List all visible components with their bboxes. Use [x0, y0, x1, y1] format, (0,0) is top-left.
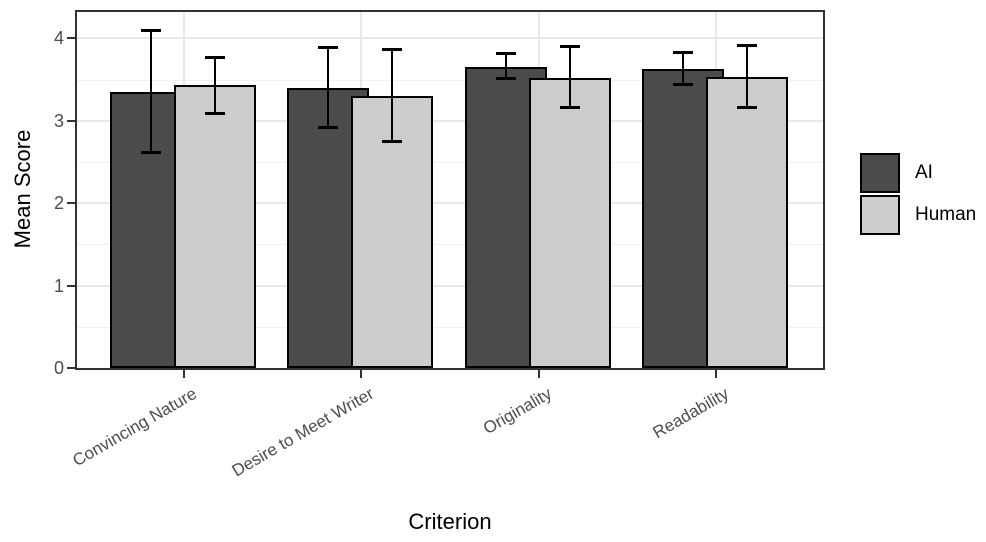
error-bar-cap-bottom: [140, 150, 161, 154]
gridline-minor: [77, 161, 823, 163]
gridline-minor: [77, 244, 823, 246]
error-bar-human-convincing-nature: [204, 55, 225, 115]
y-tick-label-1: 1: [53, 275, 64, 296]
x-axis-title: Criterion: [408, 509, 492, 534]
error-bar-ai-originality: [495, 52, 516, 80]
bar-human-originality: [528, 77, 611, 368]
error-bar-ai-desire-to-meet-writer: [318, 45, 339, 129]
error-bar-stem: [504, 52, 507, 80]
error-bar-cap-top: [318, 45, 339, 49]
y-tick-label-4: 4: [53, 28, 64, 49]
y-axis-tick: [67, 202, 75, 205]
error-bar-human-readability: [737, 44, 758, 110]
x-axis-tick: [182, 370, 185, 378]
bar-human-convincing-nature: [173, 85, 256, 368]
error-bar-cap-top: [559, 44, 580, 48]
gridline-major: [77, 37, 823, 40]
error-bar-stem: [682, 50, 685, 87]
legend-label-ai: AI: [915, 161, 933, 183]
error-bar-cap-top: [673, 50, 694, 54]
error-bar-cap-bottom: [559, 106, 580, 110]
bar-human-desire-to-meet-writer: [351, 96, 434, 368]
error-bar-cap-bottom: [382, 140, 403, 144]
error-bar-stem: [327, 45, 330, 129]
y-tick-label-0: 0: [53, 358, 64, 378]
error-bar-cap-top: [204, 55, 225, 59]
error-bar-human-originality: [559, 44, 580, 110]
error-bar-human-desire-to-meet-writer: [382, 48, 403, 144]
bar-human-readability: [706, 77, 789, 368]
gridline-minor: [77, 79, 823, 81]
y-tick-label-3: 3: [53, 110, 64, 131]
error-bar-stem: [746, 44, 749, 110]
error-bar-cap-top: [495, 52, 516, 56]
gridline-minor: [77, 326, 823, 328]
x-axis-tick: [537, 370, 540, 378]
error-bar-stem: [391, 48, 394, 144]
error-bar-ai-convincing-nature: [140, 29, 161, 154]
error-bar-stem: [213, 55, 216, 115]
y-axis-tick: [67, 367, 75, 369]
legend-item-human: Human: [860, 194, 976, 235]
legend: AI Human: [860, 152, 976, 236]
y-axis-tick: [67, 37, 75, 40]
error-bar-cap-bottom: [737, 106, 758, 110]
error-bar-cap-top: [737, 44, 758, 48]
error-bar-cap-bottom: [673, 83, 694, 87]
y-axis-tick: [67, 284, 75, 287]
plot-panel: [75, 10, 825, 370]
y-tick-label-2: 2: [53, 193, 64, 214]
error-bar-ai-readability: [673, 50, 694, 87]
legend-item-ai: AI: [860, 152, 976, 193]
gridline-major: [77, 119, 823, 122]
x-axis-tick: [360, 370, 363, 378]
error-bar-cap-bottom: [495, 76, 516, 80]
error-bar-cap-top: [382, 48, 403, 52]
gridline-major: [77, 202, 823, 205]
gridline-major: [77, 284, 823, 287]
error-bar-stem: [149, 29, 152, 154]
legend-swatch-ai: [860, 152, 900, 193]
error-bar-cap-bottom: [204, 112, 225, 115]
error-bar-cap-top: [140, 29, 161, 33]
x-axis-tick: [715, 370, 718, 378]
y-axis-tick: [67, 119, 75, 122]
error-bar-cap-bottom: [318, 126, 339, 129]
legend-swatch-human: [860, 194, 900, 235]
legend-label-human: Human: [915, 203, 977, 225]
error-bar-stem: [568, 44, 571, 110]
